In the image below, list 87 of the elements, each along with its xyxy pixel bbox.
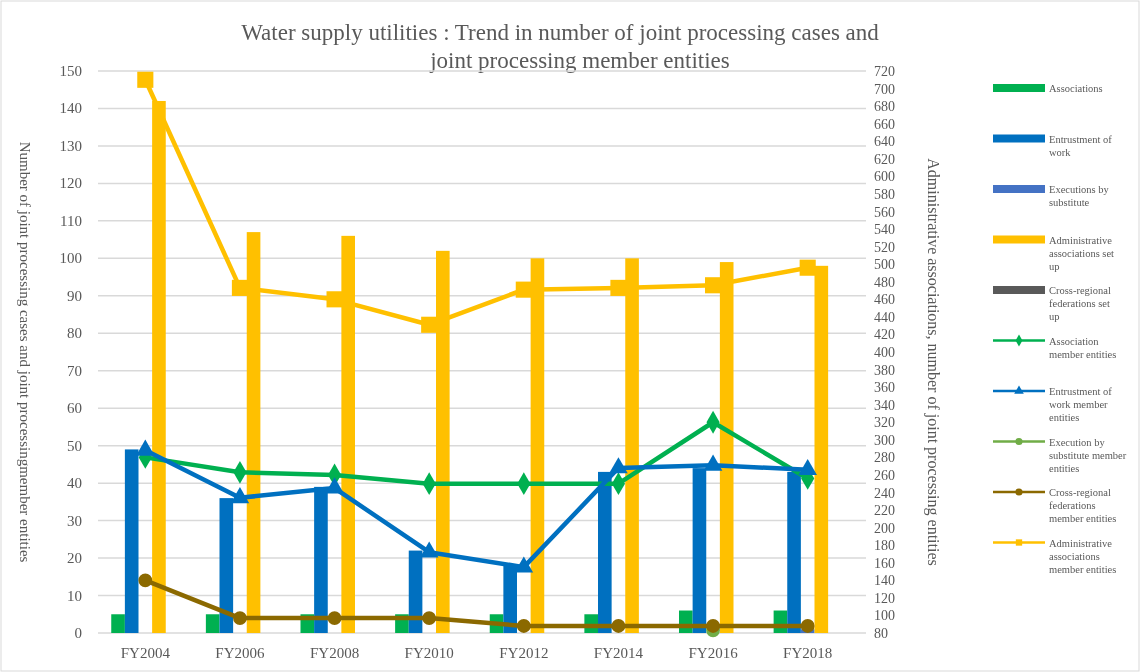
y2-tick-label: 420	[874, 327, 895, 343]
y2-tick-label: 360	[874, 380, 895, 396]
x-tick-label: FY2012	[499, 645, 549, 661]
y-tick-label: 40	[67, 475, 82, 492]
y2-tick-label: 640	[874, 134, 895, 150]
legend-label: Entrustment of work	[1049, 133, 1113, 158]
point	[137, 71, 154, 88]
y-tick-label: 50	[67, 437, 82, 454]
y2-tick-label: 120	[874, 590, 895, 606]
y2-tick-label: 200	[874, 520, 895, 536]
point	[327, 611, 342, 625]
y2-tick-label: 680	[874, 99, 895, 115]
point	[705, 277, 722, 294]
y2-tick-label: 300	[874, 432, 895, 448]
bar	[111, 614, 125, 633]
y2-tick-label: 340	[874, 397, 895, 413]
y2-axis-title: Administrative associations, number of joint processing entities	[924, 158, 942, 566]
y2-tick-label: 600	[874, 169, 895, 185]
x-tick-label: FY2010	[404, 645, 454, 661]
y2-tick-label: 240	[874, 485, 895, 501]
legend-label: Administrative associations set up	[1049, 234, 1115, 272]
point	[800, 619, 815, 633]
y-tick-label: 70	[67, 362, 82, 379]
y-tick-label: 100	[59, 250, 82, 267]
y2-tick-label: 260	[874, 467, 895, 483]
point	[326, 291, 343, 308]
y2-tick-label: 540	[874, 222, 895, 238]
y-tick-label: 0	[74, 625, 82, 641]
point	[799, 259, 816, 276]
y-tick-label: 120	[59, 175, 82, 192]
x-tick-label: FY2018	[783, 645, 833, 661]
y2-tick-label: 580	[874, 186, 895, 202]
legend-label: Associations	[1049, 83, 1103, 94]
point	[231, 279, 248, 296]
legend-label: Association member entities	[1049, 335, 1117, 360]
y-tick-label: 130	[59, 137, 82, 154]
y-axis-title: Number of joint processing cases and joint processingmember entities	[17, 141, 33, 563]
y2-tick-label: 180	[874, 538, 895, 554]
legend-label: Administrative associations member entities	[1049, 537, 1117, 575]
point	[516, 619, 531, 633]
y2-tick-label: 440	[874, 309, 895, 325]
x-tick-label: FY2016	[688, 645, 739, 661]
legend-label: Execution by substitute member entities	[1049, 436, 1127, 474]
y-tick-label: 20	[67, 550, 82, 567]
y-tick-label: 30	[67, 512, 82, 529]
x-tick-label: FY2004	[120, 645, 171, 661]
point	[138, 573, 153, 588]
legend-label: Executions by substitute	[1049, 184, 1110, 208]
y-tick-label: 10	[67, 587, 82, 604]
y2-tick-label: 700	[874, 81, 895, 97]
point	[611, 619, 626, 633]
y2-tick-label: 280	[874, 450, 895, 466]
y2-tick-label: 620	[874, 151, 895, 167]
point	[233, 611, 247, 625]
point	[610, 279, 627, 296]
legend-label: Cross-regional federations set up	[1049, 285, 1111, 322]
y2-tick-label: 560	[874, 204, 895, 220]
y2-tick-label: 720	[874, 64, 895, 79]
y2-tick-label: 660	[874, 116, 895, 132]
y2-tick-label: 500	[874, 257, 895, 273]
y2-tick-label: 140	[874, 573, 895, 589]
point	[421, 316, 438, 333]
y-tick-label: 110	[60, 212, 82, 229]
point	[422, 611, 437, 625]
y-tick-label: 140	[59, 100, 82, 117]
x-tick-label: FY2006	[215, 645, 266, 661]
y2-tick-label: 80	[874, 626, 888, 641]
y2-tick-label: 400	[874, 345, 895, 360]
y2-tick-label: 460	[874, 292, 895, 308]
y-tick-label: 80	[67, 325, 82, 342]
y2-tick-label: 160	[874, 555, 895, 571]
y2-tick-label: 520	[874, 239, 895, 255]
y2-tick-label: 320	[874, 415, 895, 431]
point	[515, 281, 532, 298]
y-tick-label: 150	[59, 63, 82, 79]
bar	[205, 614, 220, 633]
legend-label: Entrustment of work member entities	[1049, 386, 1113, 423]
x-tick-label: FY2014	[593, 645, 644, 661]
y2-tick-label: 380	[874, 362, 895, 378]
legend-label: Cross-regional federations member entities	[1049, 487, 1117, 524]
y-tick-label: 90	[67, 287, 82, 304]
y2-tick-label: 480	[874, 274, 895, 290]
y2-tick-label: 220	[874, 503, 895, 519]
y2-tick-label: 100	[874, 608, 895, 624]
y-tick-label: 60	[67, 400, 82, 417]
x-tick-label: FY2008	[309, 645, 360, 661]
point	[706, 619, 720, 633]
